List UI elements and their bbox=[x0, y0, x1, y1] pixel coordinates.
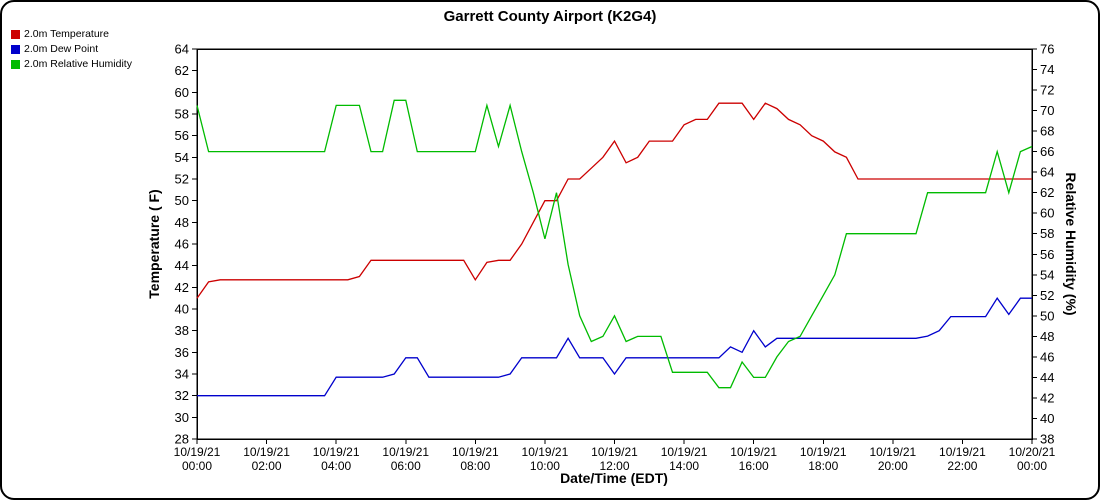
left-tick-label: 44 bbox=[175, 258, 189, 273]
left-tick-label: 34 bbox=[175, 367, 189, 382]
x-tick-time: 18:00 bbox=[808, 459, 838, 473]
right-tick-label: 46 bbox=[1040, 349, 1054, 364]
right-tick-label: 44 bbox=[1040, 370, 1054, 385]
left-tick-label: 32 bbox=[175, 388, 189, 403]
right-tick-label: 70 bbox=[1040, 103, 1054, 118]
x-tick-time: 16:00 bbox=[739, 459, 769, 473]
x-tick-date: 10/20/21 bbox=[1009, 445, 1056, 459]
right-tick-label: 56 bbox=[1040, 247, 1054, 262]
left-tick-label: 54 bbox=[175, 150, 189, 165]
legend-swatch-icon bbox=[11, 44, 20, 54]
x-tick-date: 10/19/21 bbox=[800, 445, 847, 459]
x-tick-time: 10:00 bbox=[530, 459, 560, 473]
x-tick-date: 10/19/21 bbox=[174, 445, 221, 459]
x-tick-time: 06:00 bbox=[391, 459, 421, 473]
x-tick-date: 10/19/21 bbox=[661, 445, 708, 459]
left-tick-label: 38 bbox=[175, 323, 189, 338]
left-tick-label: 28 bbox=[175, 432, 189, 447]
chart-title: Garrett County Airport (K2G4) bbox=[443, 8, 657, 25]
x-tick-time: 20:00 bbox=[878, 459, 908, 473]
x-tick-time: 22:00 bbox=[947, 459, 977, 473]
right-tick-label: 66 bbox=[1040, 144, 1054, 159]
legend-label: 2.0m Dew Point bbox=[24, 43, 99, 55]
right-tick-label: 54 bbox=[1040, 267, 1054, 282]
left-tick-label: 52 bbox=[175, 172, 189, 187]
x-tick-time: 00:00 bbox=[1017, 459, 1047, 473]
legend-swatch-icon bbox=[11, 59, 20, 69]
left-tick-label: 56 bbox=[175, 128, 189, 143]
legend-label: 2.0m Temperature bbox=[24, 28, 110, 40]
x-tick-time: 08:00 bbox=[460, 459, 490, 473]
legend-label: 2.0m Relative Humidity bbox=[24, 58, 132, 70]
left-tick-label: 48 bbox=[175, 215, 189, 230]
x-tick-time: 00:00 bbox=[182, 459, 212, 473]
x-tick-time: 12:00 bbox=[599, 459, 629, 473]
legend-item-0: 2.0m Temperature bbox=[11, 28, 132, 40]
legend-swatch-icon bbox=[11, 29, 20, 39]
chart-legend: 2.0m Temperature 2.0m Dew Point 2.0m Relat… bbox=[11, 28, 132, 73]
x-tick-date: 10/19/21 bbox=[313, 445, 360, 459]
right-tick-label: 40 bbox=[1040, 411, 1054, 426]
left-tick-label: 40 bbox=[175, 302, 189, 317]
left-tick-label: 62 bbox=[175, 63, 189, 78]
left-tick-label: 46 bbox=[175, 237, 189, 252]
left-tick-label: 42 bbox=[175, 280, 189, 295]
left-tick-label: 36 bbox=[175, 345, 189, 360]
x-tick-date: 10/19/21 bbox=[452, 445, 499, 459]
left-tick-label: 60 bbox=[175, 85, 189, 100]
left-axis-title: Temperature ( F) bbox=[146, 189, 162, 299]
right-tick-label: 62 bbox=[1040, 185, 1054, 200]
left-tick-label: 30 bbox=[175, 410, 189, 425]
right-tick-label: 52 bbox=[1040, 288, 1054, 303]
temperature-line bbox=[196, 102, 1032, 299]
right-tick-label: 38 bbox=[1040, 432, 1054, 447]
x-tick-date: 10/19/21 bbox=[522, 445, 569, 459]
x-tick-date: 10/19/21 bbox=[591, 445, 638, 459]
right-tick-label: 64 bbox=[1040, 165, 1054, 180]
right-tick-label: 74 bbox=[1040, 62, 1054, 77]
right-tick-label: 48 bbox=[1040, 329, 1054, 344]
right-tick-label: 42 bbox=[1040, 390, 1054, 405]
x-axis-title: Date/Time (EDT) bbox=[560, 470, 668, 486]
left-tick-label: 50 bbox=[175, 193, 189, 208]
right-tick-label: 68 bbox=[1040, 124, 1054, 139]
x-tick-date: 10/19/21 bbox=[382, 445, 429, 459]
right-tick-label: 76 bbox=[1040, 42, 1054, 57]
legend-item-2: 2.0m Relative Humidity bbox=[11, 58, 132, 70]
left-tick-label: 64 bbox=[175, 42, 189, 57]
x-tick-date: 10/19/21 bbox=[939, 445, 986, 459]
left-tick-label: 58 bbox=[175, 107, 189, 122]
x-tick-date: 10/19/21 bbox=[243, 445, 290, 459]
dew-point-line bbox=[197, 297, 1032, 397]
relative-humidity-line bbox=[196, 99, 1033, 389]
right-tick-label: 60 bbox=[1040, 206, 1054, 221]
x-tick-date: 10/19/21 bbox=[869, 445, 916, 459]
right-tick-label: 58 bbox=[1040, 226, 1054, 241]
legend-item-1: 2.0m Dew Point bbox=[11, 43, 132, 55]
x-tick-time: 04:00 bbox=[321, 459, 351, 473]
x-tick-time: 02:00 bbox=[252, 459, 282, 473]
x-tick-date: 10/19/21 bbox=[730, 445, 777, 459]
right-tick-label: 50 bbox=[1040, 308, 1054, 323]
right-tick-label: 72 bbox=[1040, 83, 1054, 98]
plot-frame bbox=[196, 48, 1033, 440]
right-axis-title: Relative Humidity (%) bbox=[1063, 172, 1079, 316]
x-tick-time: 14:00 bbox=[669, 459, 699, 473]
